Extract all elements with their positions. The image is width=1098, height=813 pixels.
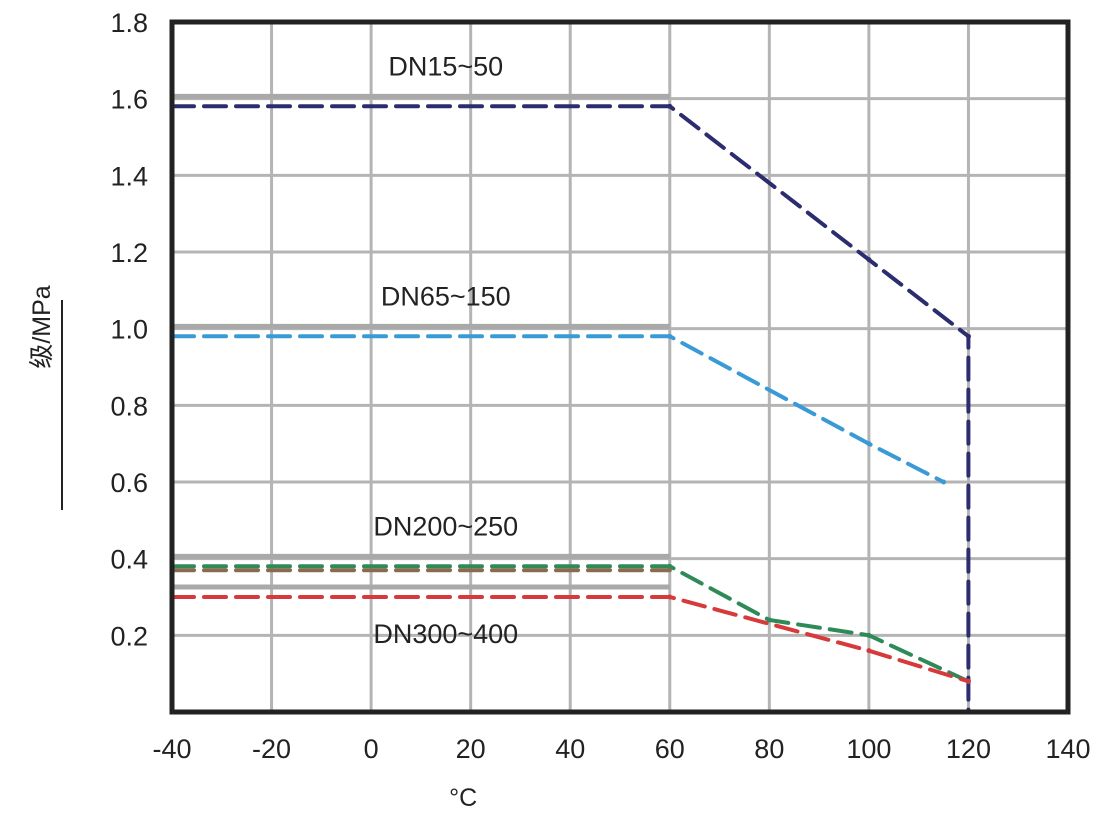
series-point: [866, 632, 872, 638]
x-tick-label: 20: [456, 734, 486, 764]
series-name-label: DN15~50: [388, 52, 503, 82]
series-point: [667, 333, 673, 339]
x-tick-label: -20: [252, 734, 291, 764]
series-point: [667, 563, 673, 569]
x-tick-label: 40: [555, 734, 585, 764]
series-line: [170, 595, 971, 684]
series-name-label: DN300~400: [373, 619, 518, 649]
series-line: [170, 334, 946, 484]
x-tick-labels: -40 -20 0 20 40 60 80 100 120 140: [152, 734, 1090, 764]
x-tick-label: 140: [1045, 734, 1090, 764]
series-name-label: DN200~250: [373, 512, 518, 542]
y-tick-label: 1.2: [110, 238, 148, 268]
series-point: [866, 257, 872, 263]
y-tick-label: 1.4: [110, 161, 148, 191]
series-layer: [169, 93, 971, 715]
y-tick-label: 0.6: [110, 468, 148, 498]
y-tick-label: 0.8: [110, 391, 148, 421]
plot-frame: [169, 19, 1071, 715]
y-tick-labels: 0.2 0.4 0.6 0.8 1.0 1.2 1.4 1.6 1.8: [110, 8, 148, 651]
x-tick-label: -40: [152, 734, 191, 764]
series-point: [667, 594, 673, 600]
x-tick-label: 80: [754, 734, 784, 764]
series-point: [941, 479, 947, 485]
y-axis-title-group: 级/MPa: [28, 285, 63, 510]
series-point: [965, 333, 971, 339]
x-tick-label: 0: [364, 734, 379, 764]
x-tick-label: 120: [946, 734, 991, 764]
series-name-label: DN65~150: [381, 282, 511, 312]
y-tick-label: 1.0: [110, 315, 148, 345]
y-axis-title: 级/MPa: [28, 285, 56, 368]
series-point: [866, 648, 872, 654]
x-tick-label: 100: [846, 734, 891, 764]
y-tick-label: 1.6: [110, 85, 148, 115]
series-labels: DN15~50 DN65~150 DN200~250 DN300~400: [373, 52, 518, 649]
x-tick-label: 60: [655, 734, 685, 764]
series-point: [667, 103, 673, 109]
y-tick-label: 0.4: [110, 545, 148, 575]
x-axis-title: °C: [449, 784, 477, 812]
y-tick-label: 0.2: [110, 621, 148, 651]
series-point: [866, 441, 872, 447]
series-point: [766, 617, 772, 623]
y-tick-label: 1.8: [110, 8, 148, 38]
series-point: [965, 678, 971, 684]
